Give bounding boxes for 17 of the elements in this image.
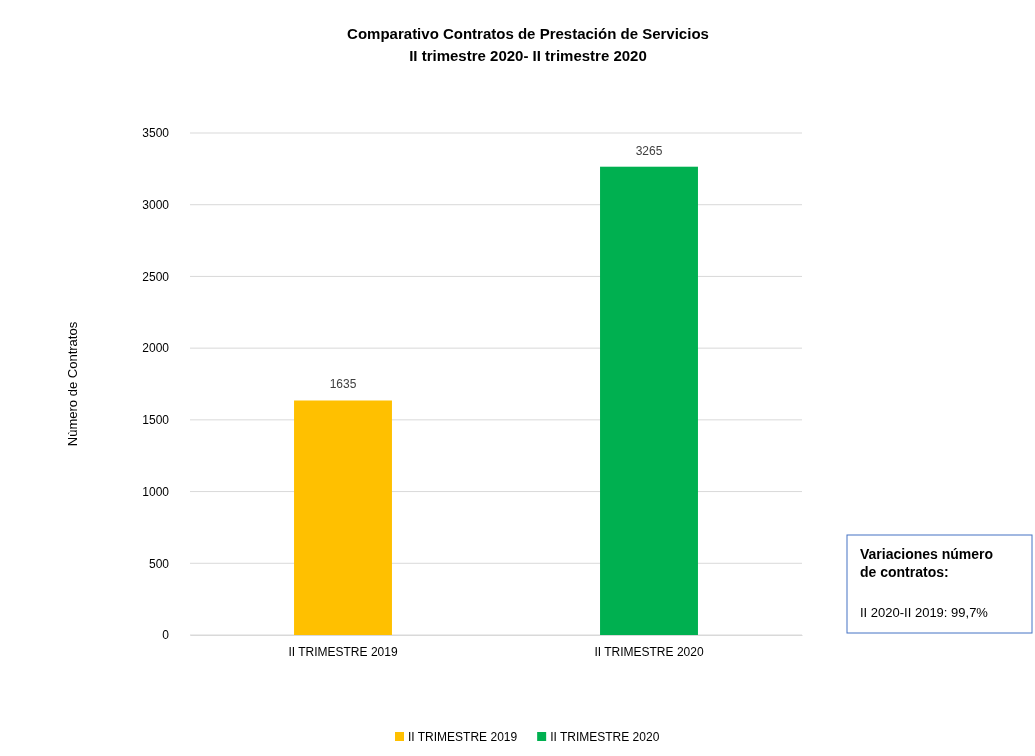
data-label: 3265 <box>635 143 663 158</box>
chart-subtitle: II trimestre 2020- II trimestre 2020 <box>409 47 647 64</box>
y-axis-title: Nùmero de Contratos <box>65 321 80 447</box>
y-tick-label: 3500 <box>142 126 170 141</box>
y-tick-label: 2000 <box>142 341 170 356</box>
y-tick-label: 1500 <box>142 413 170 428</box>
legend-label: II TRIMESTRE 2019 <box>408 730 518 744</box>
y-tick-label: 1000 <box>142 484 170 499</box>
chart-title: Comparativo Contratos de Prestación de Servicios <box>347 25 709 42</box>
text: II 2020-II 2019: 99,7% <box>860 605 989 620</box>
y-tick-label: 3000 <box>142 198 170 213</box>
y-tick-label: 2500 <box>142 269 170 284</box>
y-tick-label: 500 <box>148 556 170 571</box>
data-label: 1635 <box>329 377 357 392</box>
legend-label: II TRIMESTRE 2020 <box>550 730 660 744</box>
text: Variaciones número de contratos: <box>860 546 994 580</box>
y-tick-label: 0 <box>162 628 170 643</box>
